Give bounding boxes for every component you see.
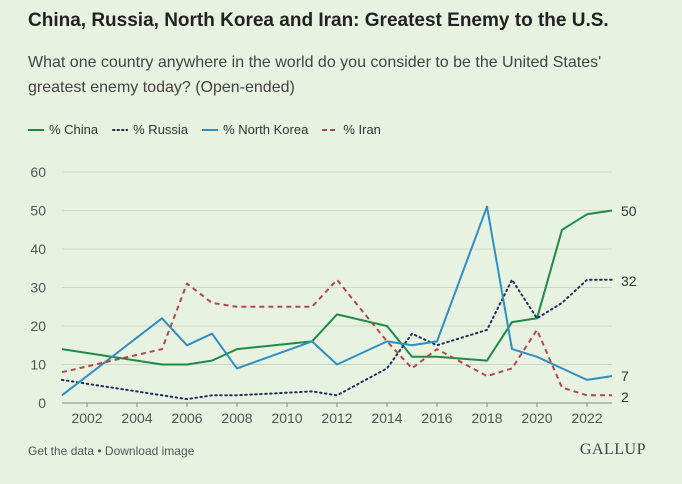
y-tick-label-60: 60 [30,164,46,180]
x-tick-label-2022: 2022 [571,410,602,426]
legend-label-china: % China [49,122,99,137]
y-tick-label-10: 10 [30,357,46,373]
gallup-logo: GALLUP [579,441,646,458]
series-line-iran [61,278,612,397]
legend-swatch-russia [112,128,129,131]
chart-subtitle: What one country anywhere in the world d… [28,54,602,96]
y-tick-label-0: 0 [38,395,46,411]
get-data-link[interactable]: Get the data [28,444,95,458]
y-tick-label-40: 40 [30,241,46,257]
y-tick-label-30: 30 [30,280,46,296]
end-label-china: 50 [621,203,637,219]
end-label-russia: 32 [621,273,637,289]
legend-item-north-korea: % North Korea [202,122,308,137]
legend-item-russia: % Russia [112,122,188,137]
series-line-north-korea [61,205,613,397]
end-label-north-korea: 7 [621,368,629,384]
series-line-china [61,209,613,366]
x-tick-label-2002: 2002 [71,410,102,426]
legend-swatch-north-korea [202,128,219,131]
legend-swatch-iran [322,128,339,131]
footer: Get the data • Download image [28,444,194,458]
legend-item-iran: % Iran [322,122,381,137]
legend-label-russia: % Russia [133,122,189,137]
x-tick-label-2020: 2020 [521,410,552,426]
series-line-russia [61,278,613,401]
y-tick-label-50: 50 [30,203,46,219]
y-tick-label-20: 20 [30,318,46,334]
x-tick-label-2006: 2006 [171,410,202,426]
chart-title: China, Russia, North Korea and Iran: Gre… [28,10,609,31]
x-tick-label-2014: 2014 [371,410,402,426]
x-tick-label-2008: 2008 [221,410,252,426]
legend-swatch-china [28,128,44,131]
end-label-iran: 2 [621,389,629,405]
x-tick-label-2012: 2012 [321,410,352,426]
legend-label-north-korea: % North Korea [223,122,309,137]
x-tick-label-2010: 2010 [271,410,302,426]
legend-item-china: % China [28,122,98,137]
x-tick-label-2018: 2018 [471,410,502,426]
x-tick-label-2016: 2016 [421,410,452,426]
x-tick-label-2004: 2004 [121,410,152,426]
footer-separator: • [94,444,105,458]
legend: % China % Russia % North Korea % Iran [28,122,395,137]
download-image-link[interactable]: Download image [104,444,195,458]
legend-label-iran: % Iran [343,122,381,137]
